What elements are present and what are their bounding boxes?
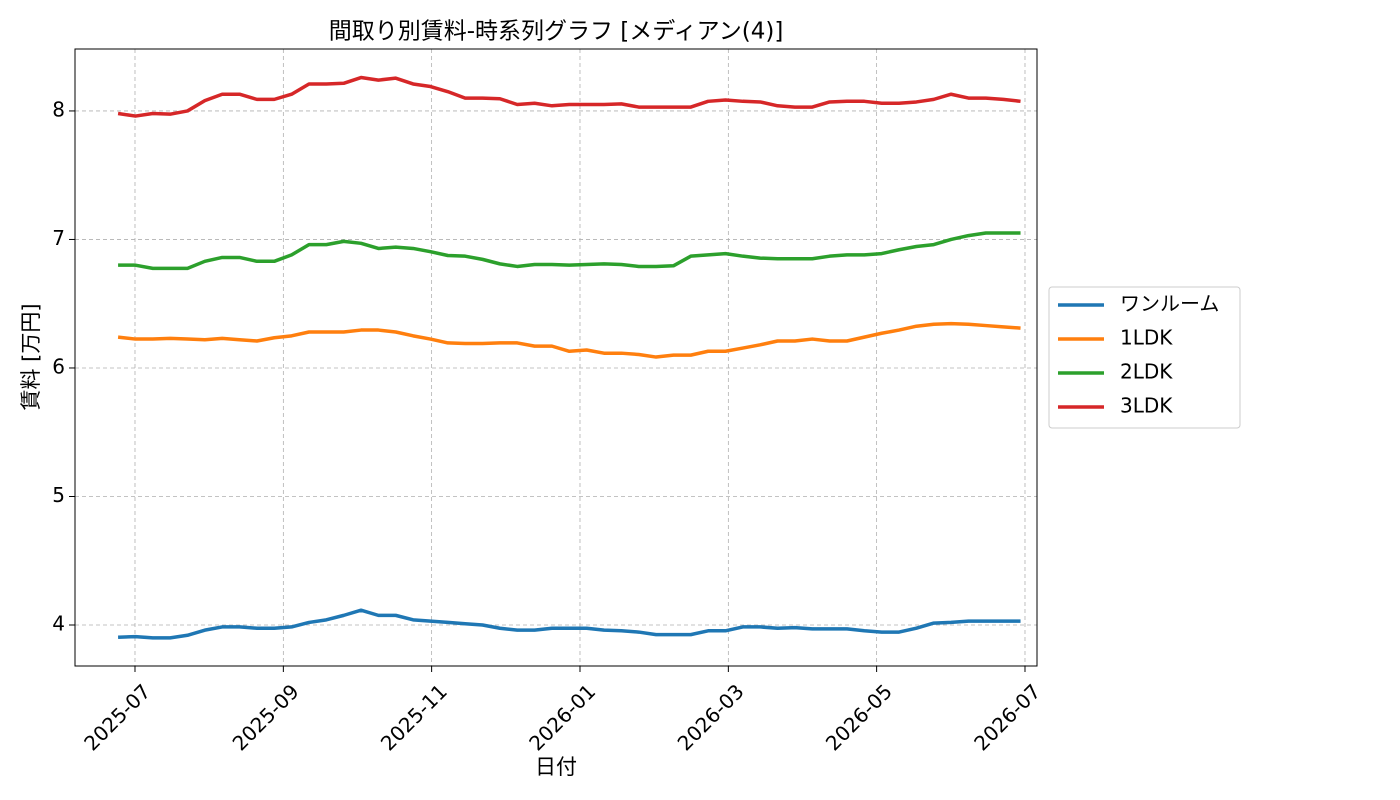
line-series (118, 608, 1021, 640)
legend-label: ワンルーム (1120, 292, 1219, 316)
x-tick-label: 2025-07 (79, 679, 155, 755)
y-axis-label: 賃料 [万円] (19, 303, 43, 410)
x-tick-label: 2026-07 (969, 679, 1045, 755)
legend: ワンルーム 1LDK 2LDK 3LDK (1048, 286, 1241, 429)
chart-title: 間取り別賃料-時系列グラフ [メディアン(4)] (329, 19, 784, 45)
y-tick-label: 8 (52, 97, 65, 121)
y-tick-label: 7 (52, 226, 65, 250)
x-tick-label: 2026-03 (673, 679, 749, 755)
y-tick-label: 6 (52, 354, 65, 378)
plot-frame (74, 48, 1038, 667)
y-tick-label: 4 (52, 612, 65, 636)
legend-label: 3LDK (1120, 394, 1173, 418)
line-series (118, 231, 1021, 271)
line-series (117, 321, 1021, 359)
x-tick-label: 2025-09 (228, 679, 304, 755)
line-series (117, 75, 1021, 118)
x-tick-label: 2025-11 (376, 679, 452, 755)
legend-label: 1LDK (1120, 326, 1173, 350)
legend-label: 2LDK (1120, 360, 1173, 384)
legend-frame (1048, 286, 1241, 429)
y-tick-label: 5 (52, 483, 65, 507)
x-tick-label: 2026-05 (821, 679, 897, 755)
x-tick-label: 2026-01 (524, 679, 600, 755)
x-axis-label: 日付 (535, 755, 577, 779)
